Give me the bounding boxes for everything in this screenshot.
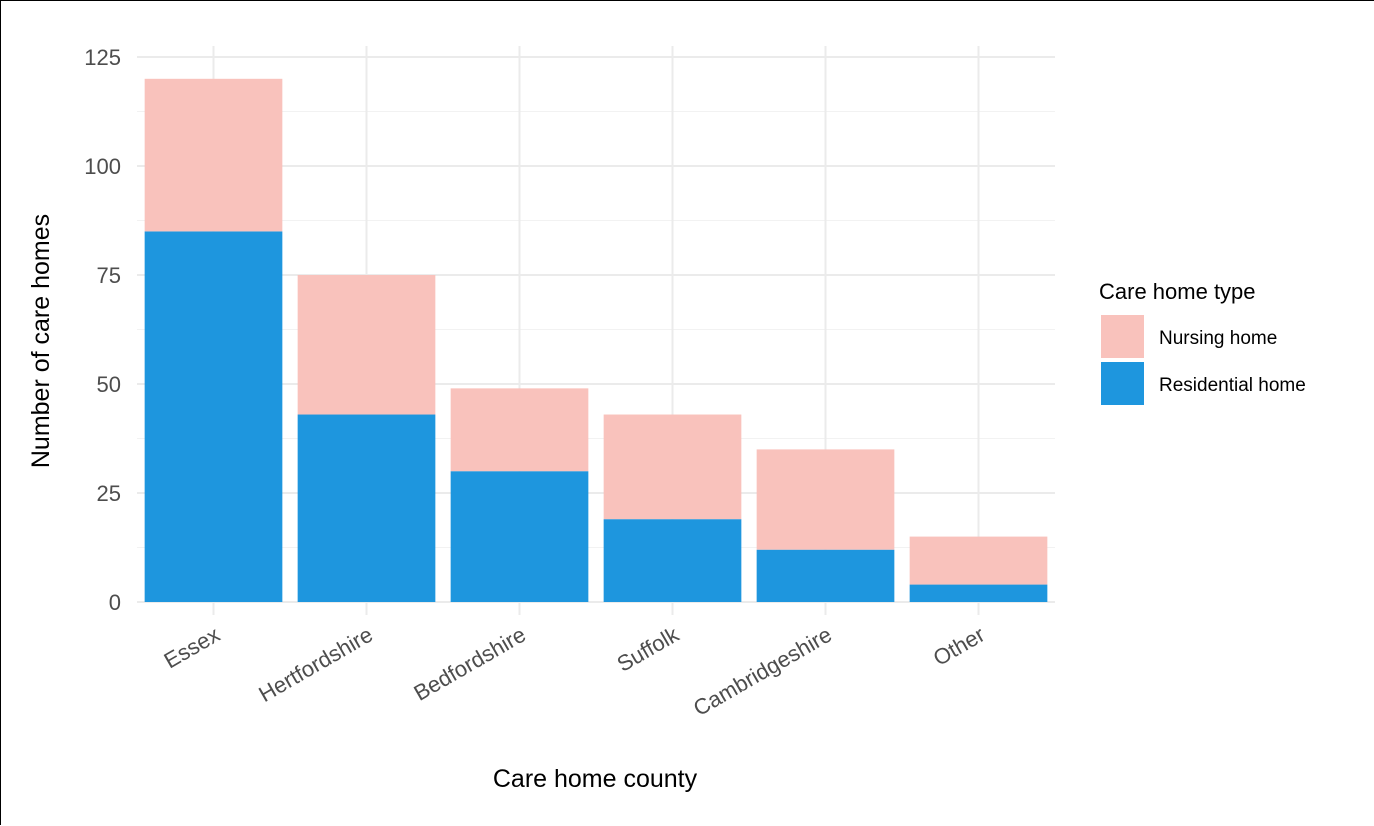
bar-residential-home-cambridgeshire: [756, 549, 895, 602]
y-tick-label: 75: [97, 263, 121, 288]
y-tick-label: 0: [109, 590, 121, 615]
bar-residential-home-other: [909, 584, 1048, 602]
x-tick-label: Suffolk: [613, 621, 684, 677]
x-tick-label: Cambridgeshire: [689, 622, 836, 721]
legend-key-nursing-home: [1101, 315, 1144, 358]
legend-label-residential-home: Residential home: [1159, 375, 1306, 396]
x-axis-title: Care home county: [493, 765, 698, 793]
bars: [144, 78, 1048, 602]
bar-nursing-home-suffolk: [603, 414, 742, 520]
y-tick-label: 125: [84, 45, 121, 70]
y-tick-labels: 0 25 50 75 100 125: [84, 45, 121, 615]
legend: Care home type Nursing home Residential h…: [1099, 279, 1306, 405]
bar-nursing-home-other: [909, 536, 1048, 585]
legend-label-nursing-home: Nursing home: [1159, 328, 1277, 349]
y-axis-title: Number of care homes: [27, 214, 55, 468]
legend-key-residential-home: [1101, 362, 1144, 405]
bar-nursing-home-cambridgeshire: [756, 449, 895, 550]
x-tick-label: Essex: [160, 622, 224, 674]
bar-residential-home-essex: [144, 231, 283, 602]
x-tick-labels: Essex Hertfordshire Bedfordshire Suffolk Cam…: [160, 621, 989, 721]
bar-nursing-home-hertfordshire: [297, 275, 436, 415]
legend-title: Care home type: [1099, 279, 1256, 304]
bar-residential-home-suffolk: [603, 519, 742, 602]
x-tick-label: Bedfordshire: [409, 622, 530, 706]
bar-residential-home-bedfordshire: [450, 471, 589, 602]
bar-nursing-home-essex: [144, 78, 283, 232]
y-tick-label: 100: [84, 154, 121, 179]
bar-nursing-home-bedfordshire: [450, 388, 589, 472]
x-tick-label: Hertfordshire: [254, 622, 377, 707]
y-tick-label: 50: [97, 372, 121, 397]
y-tick-label: 25: [97, 481, 121, 506]
bar-residential-home-hertfordshire: [297, 414, 436, 602]
x-tick-label: Other: [929, 622, 989, 671]
